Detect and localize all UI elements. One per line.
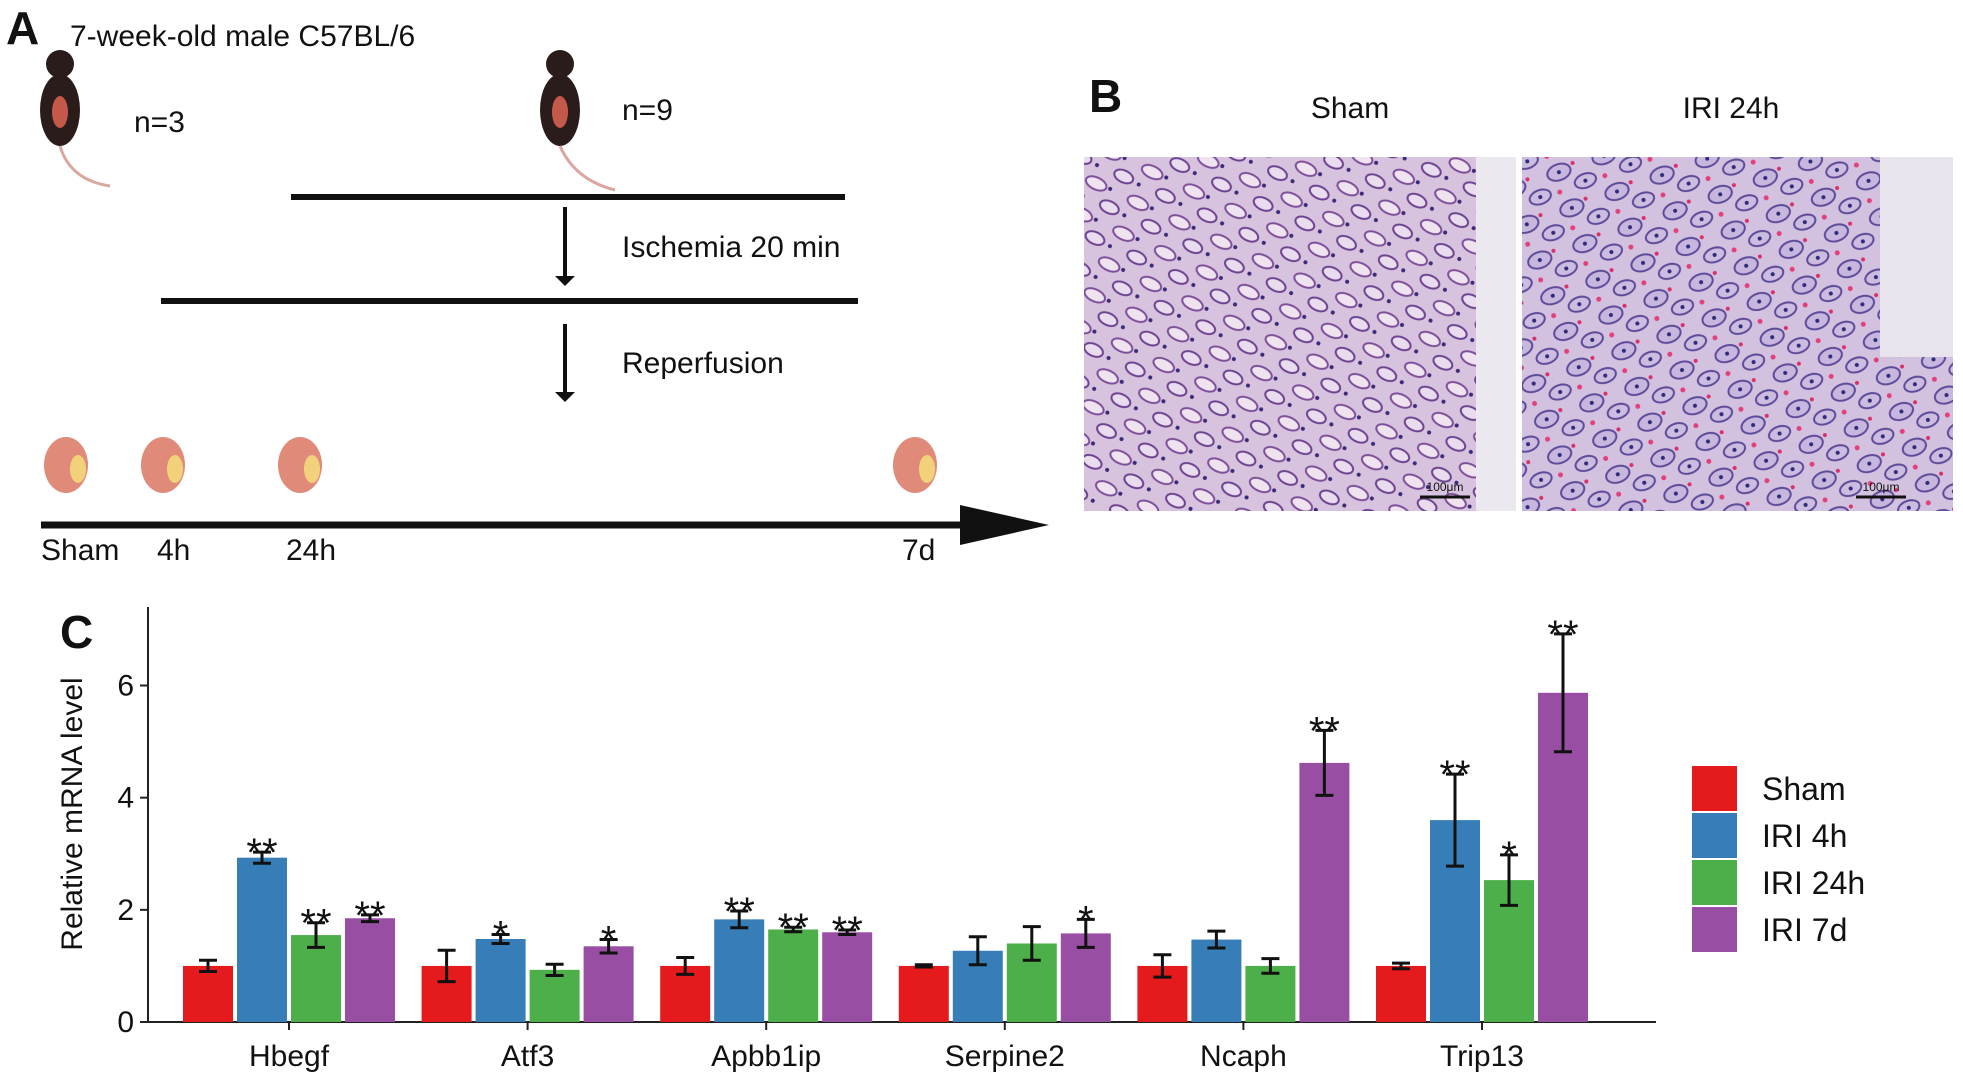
error-bar [1207,929,1226,950]
bar [822,932,873,1022]
panel-label: B [1089,70,1122,122]
error-bar [1500,853,1518,907]
bar [1245,965,1296,1022]
bar [345,918,395,1022]
slide-edge [1476,157,1516,511]
error-bar [1554,632,1572,754]
arrow-head [960,505,1049,545]
histology-image [1084,157,1516,511]
significance-label: * [601,919,617,963]
legend-label: IRI 7d [1762,912,1847,948]
arrow-head [555,392,575,402]
timepoint-label: Sham [41,534,119,567]
y-tick-label: 0 [117,1006,134,1039]
bar [475,939,526,1022]
bar [583,946,634,1022]
significance-label: ** [246,831,277,875]
bar [768,929,819,1022]
legend-label: IRI 4h [1762,818,1847,854]
error-bar [1261,957,1280,975]
step-label: Reperfusion [622,347,784,380]
error-bar [491,933,510,945]
error-bar [1076,917,1095,949]
panel-label: A [6,2,39,54]
y-tick-label: 4 [117,782,134,815]
panel-label: C [60,606,93,658]
y-tick-label: 2 [117,894,134,927]
error-bar [1022,925,1041,962]
x-tick-label: Ncaph [1200,1040,1287,1073]
mouse-icon [40,50,616,192]
legend-swatch [1692,907,1737,952]
significance-label: ** [354,894,385,938]
error-bar [676,956,695,976]
bar [1376,965,1426,1022]
x-tick-label: Atf3 [501,1040,554,1073]
timepoint-label: 7d [902,534,935,567]
timepoint-label: 24h [286,534,336,567]
arrow-head [555,276,575,286]
x-tick-label: Hbegf [249,1040,330,1073]
error-bar [1153,953,1172,979]
strain-label: 7-week-old male C57BL/6 [70,20,415,53]
error-bar [545,962,564,977]
legend-label: Sham [1762,771,1846,807]
error-bar [307,921,325,949]
significance-label: ** [832,909,863,953]
error-bar [1446,772,1464,868]
error-bar [730,909,749,930]
panel-b: B Sham IRI 24h 100μm 100μm [1084,70,1953,511]
error-bar [838,928,857,937]
bar [291,935,341,1022]
bar [1299,762,1350,1022]
column-title: Sham [1311,92,1389,125]
significance-label: ** [724,890,755,934]
error-bar [599,938,618,955]
legend-swatch [1692,813,1737,858]
error-bar [784,925,803,934]
scale-bar-label: 100μm [1863,480,1900,494]
significance-label: ** [1309,709,1340,753]
error-bar [361,913,379,924]
significance-label: * [493,914,509,958]
error-bar [968,935,987,967]
x-tick-label: Trip13 [1440,1040,1524,1073]
timepoint-label: 4h [157,534,190,567]
panel-a: A 7-week-old male C57BL/6 n=3 n=9 Ischem… [6,2,1049,567]
error-bar [199,958,217,974]
error-bar [437,948,456,984]
error-bar [1315,728,1334,797]
bar [898,965,949,1022]
error-bar [914,963,933,969]
legend-label: IRI 24h [1762,865,1865,901]
x-tick-label: Apbb1ip [711,1040,821,1073]
bar [237,857,287,1022]
bar [1191,939,1242,1022]
slide-edge [1880,157,1953,357]
step-label: Ischemia 20 min [622,231,840,264]
y-tick-label: 6 [117,670,134,703]
significance-label: ** [1547,613,1578,657]
group-size: n=9 [622,94,673,127]
significance-label: ** [778,906,809,950]
column-title: IRI 24h [1683,92,1780,125]
error-bar [1392,961,1410,971]
bar [529,969,580,1022]
y-axis-title: Relative mRNA level [56,677,89,950]
x-tick-label: Serpine2 [945,1040,1065,1073]
scale-bar-label: 100μm [1427,480,1464,494]
significance-label: ** [300,902,331,946]
kidney-icon [44,437,937,493]
bar [714,919,765,1022]
significance-label: * [1078,898,1094,942]
significance-label: ** [1439,753,1470,797]
bar [183,965,233,1022]
error-bar [253,850,271,865]
legend-swatch [1692,860,1737,905]
legend-swatch [1692,766,1737,811]
significance-label: * [1501,834,1517,878]
group-size: n=3 [134,106,185,139]
